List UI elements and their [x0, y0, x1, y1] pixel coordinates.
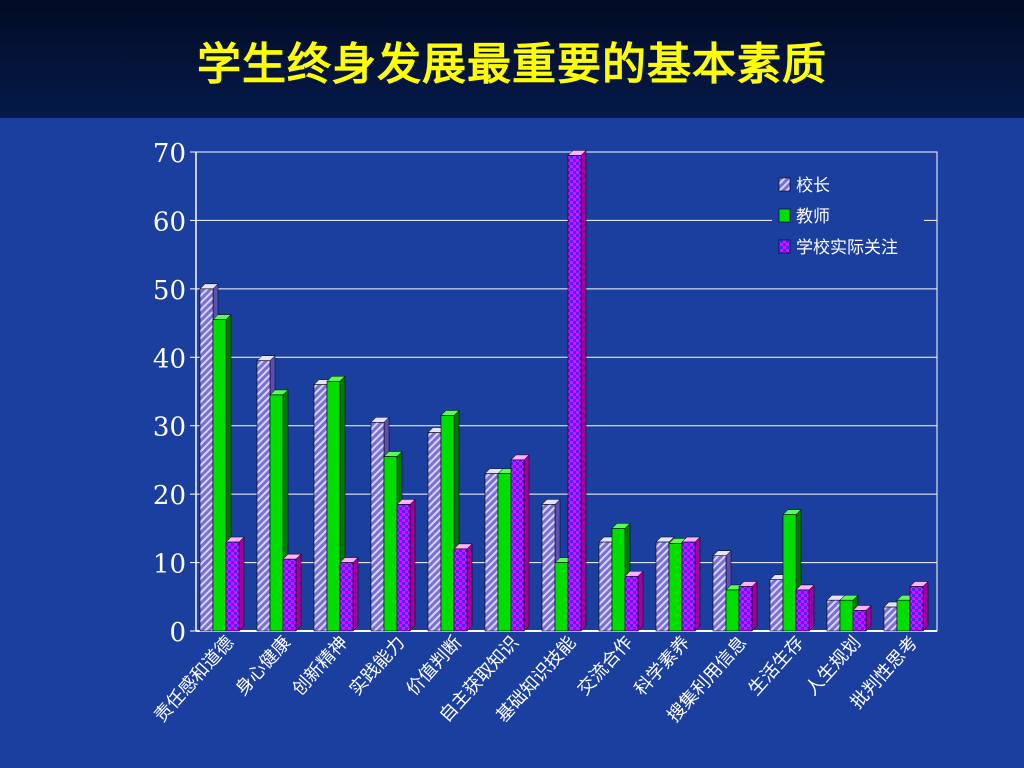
bar-side	[352, 556, 359, 632]
bar-3	[282, 558, 297, 632]
y-tick-label: 30	[153, 413, 186, 443]
bar-2	[611, 528, 626, 632]
legend-label: 校长	[796, 176, 830, 196]
x-tick-label: 实践能力	[345, 632, 409, 700]
y-tick-label: 10	[153, 550, 186, 580]
bar-side	[922, 580, 929, 632]
legend-label: 教师	[796, 207, 830, 227]
bar-3	[852, 610, 867, 632]
bar-2	[383, 456, 398, 632]
slide-title: 学生终身发展最重要的基本素质	[197, 39, 827, 90]
bar-side	[409, 498, 416, 632]
bar-2	[668, 543, 683, 632]
legend-swatch	[778, 239, 791, 254]
bar-2	[896, 599, 911, 632]
bar-side	[295, 553, 302, 632]
y-tick-label: 50	[153, 276, 186, 306]
bar-1	[598, 541, 613, 632]
bar-side	[466, 543, 473, 632]
bar-1	[313, 384, 328, 632]
bar-3	[567, 155, 582, 632]
bar-side	[523, 454, 530, 632]
y-tick-label: 20	[153, 481, 186, 511]
bar-1	[712, 555, 727, 632]
bar-1	[427, 432, 442, 632]
bar-3	[681, 541, 696, 632]
bar-side	[238, 536, 245, 632]
x-tick-label: 交流合作	[573, 632, 637, 700]
legend-box	[772, 165, 924, 269]
bar-1	[883, 606, 898, 632]
bar-1	[256, 360, 271, 632]
bar-1	[541, 504, 556, 632]
x-tick-label: 生活生存	[744, 632, 808, 700]
legend-swatch	[778, 208, 791, 223]
bar-1	[484, 473, 499, 632]
bar-1	[826, 599, 841, 632]
bar-3	[396, 504, 411, 632]
y-tick-label: 60	[153, 207, 186, 237]
bar-2	[725, 589, 740, 632]
x-tick-label: 创新精神	[288, 632, 352, 700]
x-tick-label: 责任感和道德	[150, 632, 238, 726]
bar-3	[225, 541, 240, 632]
bar-3	[453, 548, 468, 632]
bar-1	[655, 541, 670, 632]
bar-2	[212, 319, 227, 632]
x-tick-label: 身心健康	[231, 632, 295, 700]
bar-side	[694, 536, 701, 632]
bar-3	[510, 459, 525, 632]
bar-3	[795, 589, 810, 632]
y-tick-label: 70	[153, 139, 186, 169]
bar-side	[580, 149, 587, 632]
bar-3	[909, 586, 924, 632]
bar-2	[269, 394, 284, 632]
bar-3	[339, 562, 354, 632]
bar-2	[440, 415, 455, 632]
bar-3	[624, 575, 639, 632]
bar-3	[738, 586, 753, 632]
bar-1	[370, 421, 385, 632]
legend-label: 学校实际关注	[796, 238, 898, 258]
bar-2	[839, 599, 854, 632]
bar-1	[769, 579, 784, 632]
y-tick-label: 0	[169, 618, 186, 648]
title-band	[0, 0, 1024, 118]
legend-swatch	[778, 177, 791, 192]
bar-2	[326, 380, 341, 632]
bar-2	[554, 562, 569, 632]
bar-side	[637, 570, 644, 632]
bar-2	[782, 514, 797, 632]
bar-1	[199, 288, 214, 632]
bar-side	[808, 584, 815, 632]
bar-2	[497, 473, 512, 632]
bar-side	[751, 580, 758, 632]
y-tick-label: 40	[153, 344, 186, 374]
